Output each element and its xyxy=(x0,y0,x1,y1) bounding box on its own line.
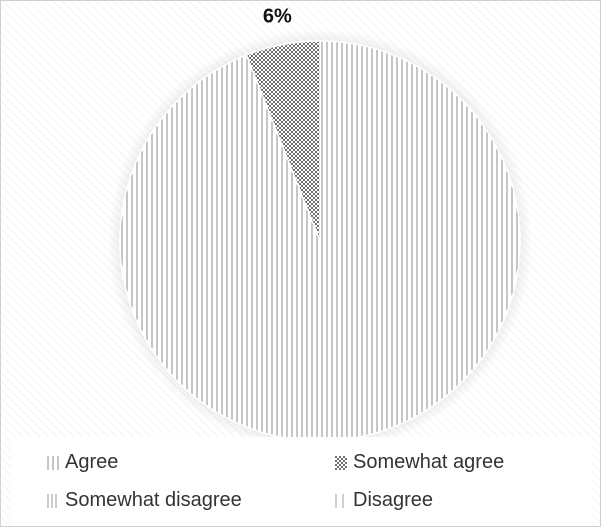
legend-label-agree: Agree xyxy=(65,451,119,473)
legend-item-somewhat-disagree: Somewhat disagree xyxy=(47,489,242,512)
legend-label-somewhat-disagree: Somewhat disagree xyxy=(65,489,242,511)
legend: Agree Somewhat agree Somewhat disagree D… xyxy=(11,437,592,526)
legend-swatch-agree xyxy=(47,455,59,470)
legend-label-somewhat-agree: Somewhat agree xyxy=(353,451,505,473)
pie-slices xyxy=(119,40,521,437)
legend-swatch-somewhat-agree xyxy=(335,455,347,470)
pie-data-labels: 94%6% xyxy=(263,5,292,27)
legend-label-disagree: Disagree xyxy=(353,489,434,511)
data-label-somewhat-agree: 6% xyxy=(263,5,292,27)
legend-swatch-somewhat-disagree xyxy=(47,493,59,508)
legend-swatch-disagree xyxy=(335,493,347,508)
legend-item-somewhat-agree: Somewhat agree xyxy=(335,451,504,474)
legend-item-agree: Agree xyxy=(47,451,118,474)
pie-chart: 94%6% xyxy=(108,5,532,437)
legend-item-disagree: Disagree xyxy=(335,489,433,512)
pie-slice-somewhat-agree xyxy=(245,40,321,242)
